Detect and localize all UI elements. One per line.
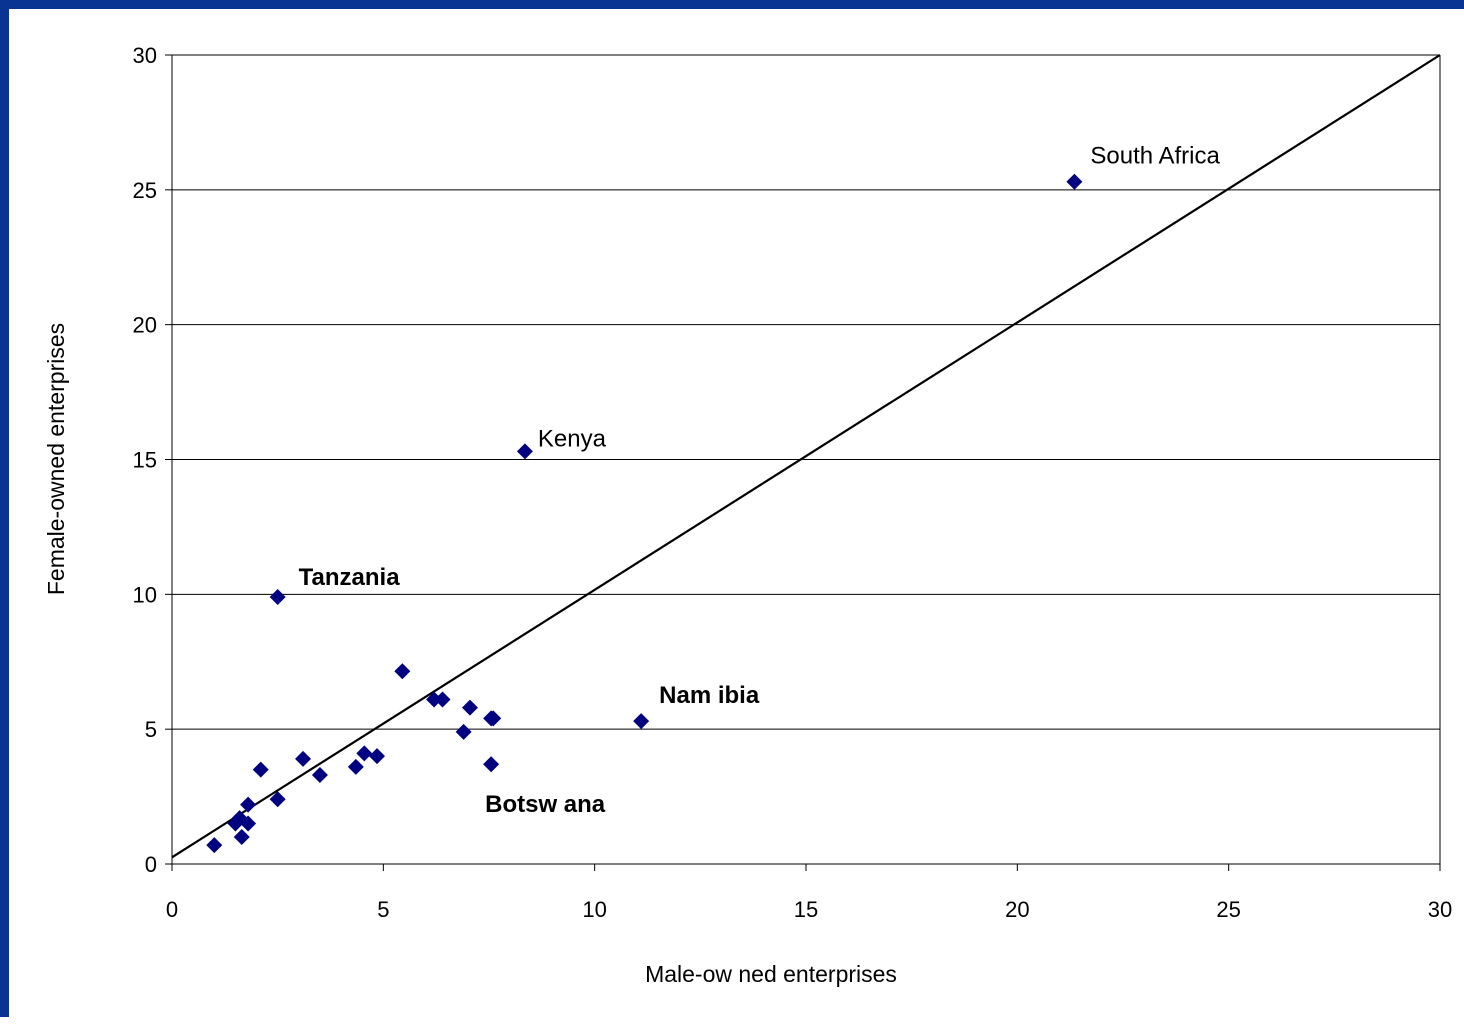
y-tick-label: 30 (133, 43, 157, 68)
axes: 0 5 10 15 20 25 30 0 5 10 15 20 25 30 (133, 43, 1453, 922)
point-annotation: Nam ibia (659, 682, 760, 709)
y-tick-label: 10 (133, 582, 157, 607)
y-tick-label: 25 (133, 178, 157, 203)
data-point (461, 699, 478, 716)
data-point (368, 748, 385, 765)
scatter-chart: 0 5 10 15 20 25 30 0 5 10 15 20 25 30 South Africa Ken… (43, 43, 1453, 987)
x-tick-label: 10 (582, 897, 606, 922)
data-point (295, 750, 312, 767)
x-tick-label: 0 (166, 897, 178, 922)
data-point (269, 791, 286, 808)
x-tick-label: 20 (1005, 897, 1029, 922)
data-point (269, 589, 286, 606)
data-point (455, 723, 472, 740)
y-axis-title: Female-owned enterprises (43, 323, 69, 595)
data-points (206, 173, 1083, 854)
data-point (233, 829, 250, 846)
data-point (485, 710, 502, 727)
data-point (426, 691, 443, 708)
x-tick-label: 30 (1428, 897, 1452, 922)
data-point (240, 796, 257, 813)
y-tick-label: 15 (133, 448, 157, 473)
x-axis-title: Male-ow ned enterprises (645, 961, 897, 987)
point-annotation: Botsw ana (485, 791, 606, 818)
x-tick-label: 25 (1216, 897, 1240, 922)
data-point (206, 837, 223, 854)
point-annotation: Kenya (538, 425, 607, 452)
data-point (240, 815, 257, 832)
data-point (356, 745, 373, 762)
x-tick-label: 5 (377, 897, 389, 922)
data-point (434, 691, 451, 708)
gridlines (172, 54, 1440, 730)
point-annotation: Tanzania (299, 564, 401, 591)
reference-line-group (171, 54, 1441, 859)
annotations: South Africa Kenya Tanzania Nam ibia Botsw a… (299, 143, 1221, 818)
data-point (516, 443, 533, 460)
y-tick-label: 20 (133, 313, 157, 338)
data-point (394, 663, 411, 680)
data-point (483, 756, 500, 773)
data-point (311, 767, 328, 784)
y-tick-label: 5 (145, 717, 157, 742)
data-point (1066, 173, 1083, 190)
data-point (633, 713, 650, 730)
data-point (347, 758, 364, 775)
x-tick-label: 15 (794, 897, 818, 922)
reference-line (171, 54, 1441, 859)
point-annotation: South Africa (1090, 143, 1220, 170)
y-tick-label: 0 (145, 852, 157, 877)
data-point (252, 761, 269, 778)
